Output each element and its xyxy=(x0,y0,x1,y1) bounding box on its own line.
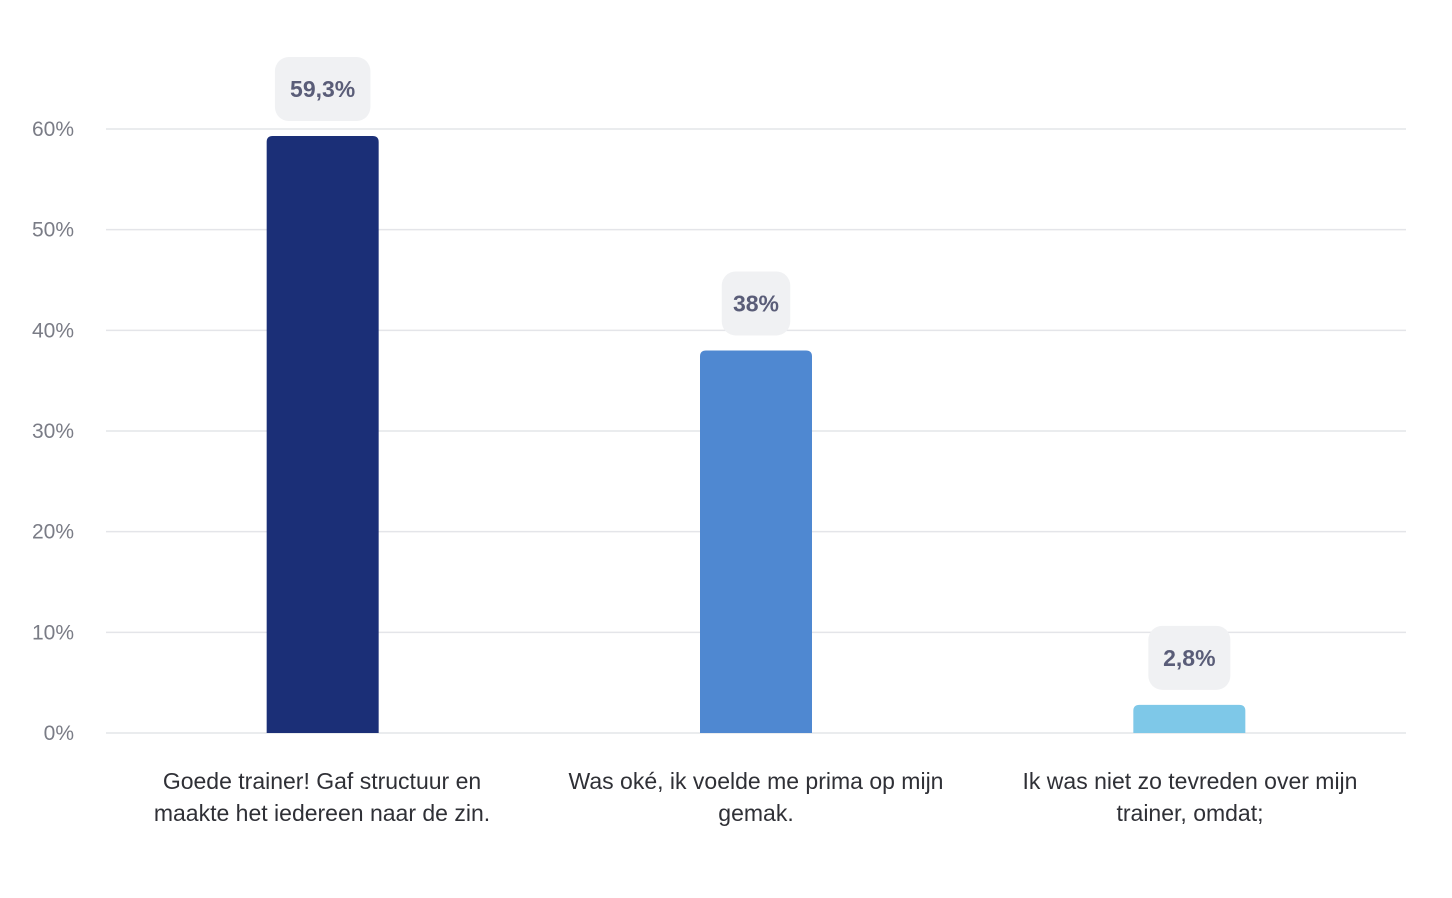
y-tick-label: 10% xyxy=(32,621,74,644)
value-label: 38% xyxy=(733,290,779,316)
value-badge xyxy=(721,271,791,336)
category-label-0: Goede trainer! Gaf structuur en maakte h… xyxy=(153,768,491,826)
y-tick-label: 40% xyxy=(32,319,74,342)
value-badge xyxy=(1148,625,1231,690)
value-label: 2,8% xyxy=(1163,645,1215,671)
category-label-1: Was oké, ik voelde me prima op mijn gema… xyxy=(568,768,944,826)
y-tick-label: 0% xyxy=(44,722,74,745)
y-tick-label: 20% xyxy=(32,521,74,544)
bar xyxy=(1133,704,1246,733)
bar xyxy=(266,136,379,734)
category-label-2: Ik was niet zo tevreden over mijn traine… xyxy=(1022,768,1358,826)
y-tick-label: 30% xyxy=(32,420,74,443)
value-badge xyxy=(274,57,371,122)
bar xyxy=(700,350,812,733)
y-tick-label: 50% xyxy=(32,219,74,242)
y-tick-label: 60% xyxy=(32,118,74,141)
value-label: 59,3% xyxy=(290,76,355,102)
